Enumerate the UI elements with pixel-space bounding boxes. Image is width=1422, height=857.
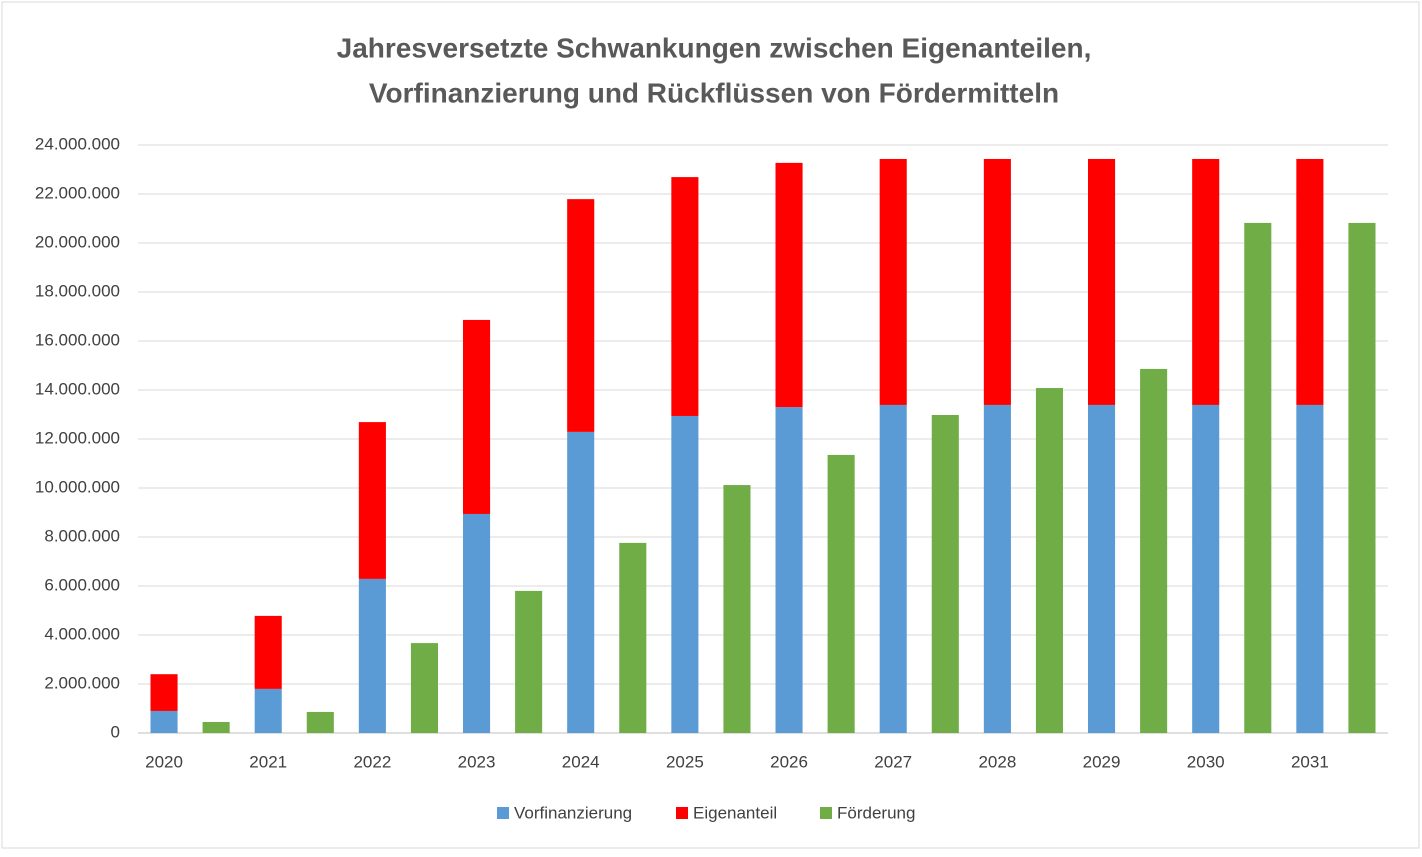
bar-segment (410, 643, 438, 733)
bar-segment (254, 688, 282, 733)
bar-segment (1035, 388, 1063, 733)
bar-segment (1088, 404, 1116, 733)
y-tick-label: 2.000.000 (44, 673, 120, 692)
x-tick-label: 2025 (666, 752, 704, 771)
bar-segment (463, 319, 491, 514)
x-tick-label: 2029 (1083, 752, 1121, 771)
y-tick-label: 24.000.000 (35, 134, 120, 153)
bar-segment (983, 158, 1011, 405)
bar-segment (775, 162, 803, 408)
bar-segment (254, 615, 282, 689)
bar-segment (567, 199, 595, 432)
legend-swatch (820, 807, 832, 819)
x-tick-label: 2024 (562, 752, 600, 771)
bar-segment (879, 158, 907, 405)
chart-title: Vorfinanzierung und Rückflüssen von Förd… (369, 77, 1059, 108)
y-tick-label: 12.000.000 (35, 428, 120, 447)
bar-segment (671, 415, 699, 733)
legend-swatch (676, 807, 688, 819)
x-tick-label: 2021 (249, 752, 287, 771)
bar-segment (202, 721, 230, 733)
bar-segment (1192, 158, 1220, 405)
bar-segment (463, 513, 491, 733)
bar-segment (931, 414, 959, 733)
legend-label: Vorfinanzierung (514, 803, 632, 822)
bar-segment (150, 710, 178, 733)
y-tick-label: 18.000.000 (35, 281, 120, 300)
legend-swatch (497, 807, 509, 819)
bar-segment (1296, 158, 1324, 405)
y-tick-label: 6.000.000 (44, 575, 120, 594)
bar-segment (1348, 222, 1376, 733)
y-tick-label: 4.000.000 (44, 624, 120, 643)
bar-segment (1140, 368, 1168, 733)
legend-label: Eigenanteil (693, 803, 777, 822)
y-tick-label: 8.000.000 (44, 526, 120, 545)
bar-segment (827, 454, 855, 733)
bar-segment (567, 431, 595, 733)
bar-segment (723, 485, 751, 733)
bar-segment (619, 542, 647, 733)
y-tick-label: 20.000.000 (35, 232, 120, 251)
y-tick-label: 10.000.000 (35, 477, 120, 496)
bar-segment (150, 674, 178, 711)
y-tick-label: 16.000.000 (35, 330, 120, 349)
bar-segment (1088, 158, 1116, 405)
bar-segment (879, 404, 907, 733)
chart-title: Jahresversetzte Schwankungen zwischen Ei… (337, 32, 1092, 63)
bar-segment (1244, 222, 1272, 733)
bar-segment (983, 404, 1011, 733)
x-tick-label: 2026 (770, 752, 808, 771)
bar-segment (358, 422, 386, 579)
bar-segment (1192, 404, 1220, 733)
y-tick-label: 14.000.000 (35, 379, 120, 398)
legend-label: Förderung (837, 803, 915, 822)
x-tick-label: 2022 (353, 752, 391, 771)
x-tick-label: 2020 (145, 752, 183, 771)
bar-segment (1296, 404, 1324, 733)
bar-segment (358, 578, 386, 733)
y-tick-label: 22.000.000 (35, 183, 120, 202)
x-tick-label: 2027 (874, 752, 912, 771)
bar-segment (775, 407, 803, 733)
x-tick-label: 2030 (1187, 752, 1225, 771)
bar-segment (671, 177, 699, 416)
x-tick-label: 2023 (458, 752, 496, 771)
bar-segment (515, 590, 543, 733)
x-tick-label: 2031 (1291, 752, 1329, 771)
x-tick-label: 2028 (978, 752, 1016, 771)
bar-segment (306, 711, 334, 733)
y-tick-label: 0 (111, 722, 120, 741)
